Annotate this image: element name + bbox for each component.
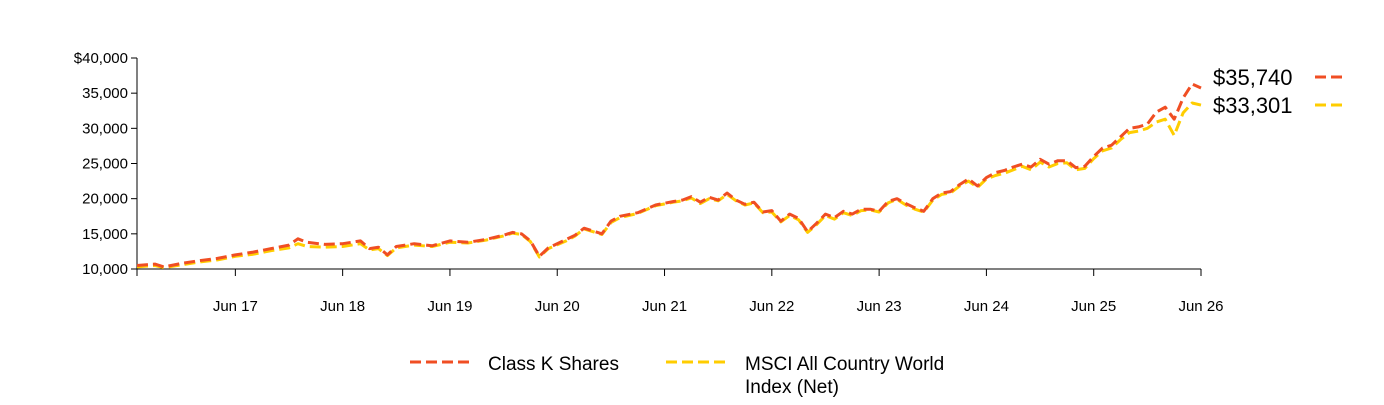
legend-label-msci-acwi-line1: MSCI All Country World [745, 354, 944, 375]
x-tick-label: Jun 22 [749, 298, 794, 315]
x-tick-label: Jun 21 [642, 298, 687, 315]
x-axis: Jun 17 Jun 18 Jun 19 Jun 20 Jun 21 Jun 22 Jun … [136, 268, 1224, 315]
y-axis: 10,000 15,000 20,000 25,000 30,000 35,000 $40,… [74, 50, 138, 278]
x-tick-label: Jun 24 [964, 298, 1009, 315]
legend-label-msci-acwi-line2: Index (Net) [745, 377, 839, 398]
x-tick-label: Jun 23 [857, 298, 902, 315]
series-lines [136, 82, 1202, 270]
y-tick-label: 30,000 [82, 120, 128, 137]
y-tick-label: $40,000 [74, 50, 128, 67]
y-tick-label: 15,000 [82, 226, 128, 243]
y-tick-label: 10,000 [82, 261, 128, 278]
x-tick-label: Jun 17 [213, 298, 258, 315]
series-line-class-k-shares [136, 82, 1202, 269]
end-value-label-msci-acwi: $33,301 [1213, 93, 1293, 118]
x-tick-label: Jun 26 [1178, 298, 1223, 315]
x-tick-label: Jun 20 [535, 298, 580, 315]
end-value-label-class-k-shares: $35,740 [1213, 65, 1293, 90]
series-line-msci-acwi [136, 101, 1202, 270]
legend-label-class-k-shares: Class K Shares [488, 354, 619, 375]
x-tick-label: Jun 25 [1071, 298, 1116, 315]
y-tick-label: 25,000 [82, 156, 128, 173]
legend: Class K Shares MSCI All Country World In… [410, 354, 944, 398]
y-tick-label: 20,000 [82, 191, 128, 208]
end-labels: $35,740 $33,301 [1213, 65, 1345, 118]
x-tick-label: Jun 18 [320, 298, 365, 315]
x-tick-label: Jun 19 [427, 298, 472, 315]
y-tick-label: 35,000 [82, 85, 128, 102]
